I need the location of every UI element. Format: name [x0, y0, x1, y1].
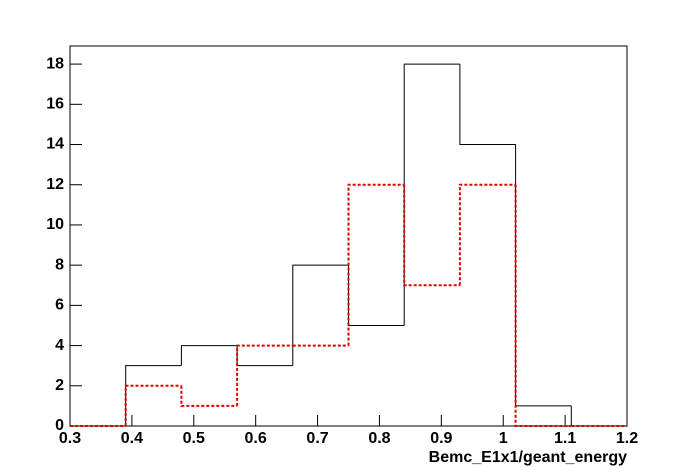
y-tick-label: 4	[55, 337, 64, 354]
x-tick-label: 0.8	[368, 430, 390, 447]
y-tick-label: 12	[46, 176, 64, 193]
frame	[69, 45, 628, 427]
histogram-bin	[458, 183, 516, 286]
y-tick-label: 8	[55, 256, 64, 273]
x-tick-label: 0.5	[183, 430, 205, 447]
y-tick-label: 18	[46, 55, 64, 72]
y-tick-label: 10	[46, 216, 64, 233]
histogram-bin	[403, 63, 460, 326]
x-tick-label: 1.2	[616, 430, 638, 447]
y-tick-label: 0	[55, 417, 64, 434]
x-tick-label: 0.4	[121, 430, 143, 447]
histogram-bin	[514, 184, 572, 427]
histogram-bin	[459, 64, 516, 146]
histogram-bin	[124, 384, 182, 426]
y-tick-label: 6	[55, 297, 64, 314]
y-tick-label: 16	[46, 96, 64, 113]
histogram-bin	[403, 184, 460, 287]
histogram-bin	[180, 345, 238, 366]
x-axis-label: Bemc_E1x1/geant_energy	[429, 449, 627, 466]
histogram-bin	[236, 344, 293, 406]
y-tick-label: 2	[55, 377, 64, 394]
histogram-bin	[292, 264, 349, 366]
x-tick-label: 1.1	[554, 430, 576, 447]
x-tick-label: 0.3	[59, 430, 81, 447]
x-tick-label: 1	[499, 430, 508, 447]
histogram-bin	[347, 183, 405, 346]
histogram-bin	[180, 385, 238, 407]
x-tick-label: 0.7	[306, 430, 328, 447]
y-tick-label: 14	[46, 136, 64, 153]
x-tick-label: 0.6	[245, 430, 267, 447]
x-tick-label: 0.9	[430, 430, 452, 447]
